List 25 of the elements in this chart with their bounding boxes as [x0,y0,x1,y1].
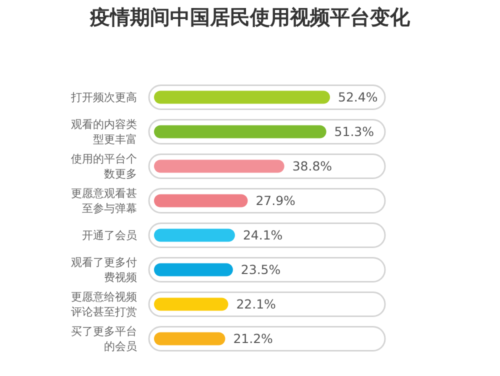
bar [154,263,233,276]
data-label: 23.5% [240,262,281,278]
y-tick-label: 更愿意给视频评论甚至打赏 [71,290,137,319]
y-tick-label: 开通了会员 [82,229,137,242]
y-tick-label: 打开频次更高 [70,91,137,104]
data-label: 27.9% [256,193,296,208]
data-label: 38.8% [292,158,332,174]
y-tick-label: 更愿意观看甚至参与弹幕 [71,187,137,216]
data-label: 24.1% [242,228,283,243]
y-tick-label: 使用的平台个数更多 [71,152,137,181]
y-tick-label: 观看的内容类型更丰富 [71,118,137,146]
bar [154,160,284,173]
y-tick-label: 观看了更多付费视频 [71,256,137,284]
bar [154,298,228,311]
data-label: 52.4% [338,90,378,105]
data-label: 22.1% [236,296,276,312]
bar [154,90,330,104]
bar [154,228,235,242]
chart-title: 疫情期间中国居民使用视频平台变化 [89,5,411,29]
data-label: 21.2% [233,331,274,346]
bar [154,194,248,208]
y-tick-label: 买了更多平台的会员 [71,325,137,354]
bar [154,332,226,346]
data-label: 51.3% [334,124,374,140]
bar [154,125,326,138]
